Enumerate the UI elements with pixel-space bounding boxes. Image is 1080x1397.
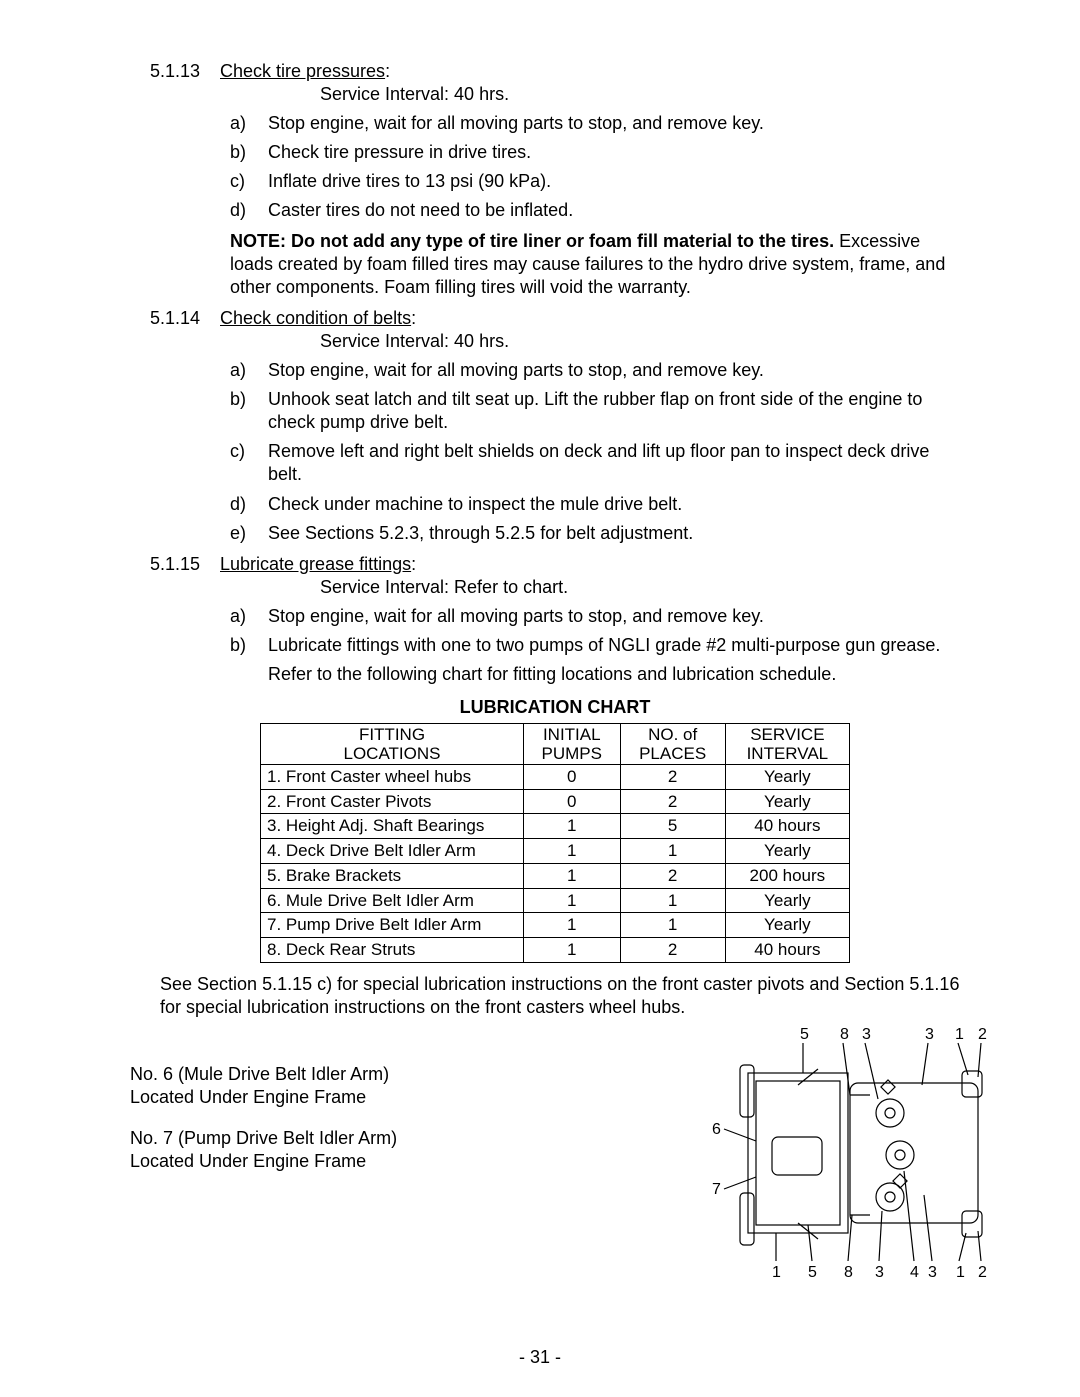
list-item: c) Inflate drive tires to 13 psi (90 kPa… [150, 170, 960, 193]
list-text: Check tire pressure in drive tires. [268, 141, 960, 164]
list-text: See Sections 5.2.3, through 5.2.5 for be… [268, 522, 960, 545]
table-row: 6. Mule Drive Belt Idler Arm11Yearly [261, 888, 850, 913]
section-number: 5.1.15 [150, 553, 220, 576]
dia-bottom-label: 2 [978, 1263, 987, 1283]
section-5-1-13: 5.1.13 Check tire pressures: [150, 60, 960, 83]
table-row: 7. Pump Drive Belt Idler Arm11Yearly [261, 913, 850, 938]
table-body: 1. Front Caster wheel hubs02Yearly 2. Fr… [261, 764, 850, 962]
list-item: a) Stop engine, wait for all moving part… [150, 112, 960, 135]
list-letter: a) [230, 359, 268, 382]
dia-top-label: 8 [840, 1025, 849, 1045]
chart-title: LUBRICATION CHART [150, 696, 960, 719]
dia-left-label-6: 6 [712, 1120, 721, 1140]
section-title: Check condition of belts [220, 308, 411, 328]
dia-bottom-label: 1 [956, 1263, 965, 1283]
table-row: 5. Brake Brackets12200 hours [261, 863, 850, 888]
machine-diagram-svg [700, 1025, 1000, 1285]
list-letter: e) [230, 522, 268, 545]
list-text: Refer to the following chart for fitting… [268, 663, 960, 686]
th-fitting: FITTINGLOCATIONS [261, 723, 524, 764]
dia-bottom-label: 8 [844, 1263, 853, 1283]
dia-top-label: 3 [862, 1025, 871, 1045]
list-letter: d) [230, 199, 268, 222]
list-letter: b) [230, 141, 268, 164]
dia-bottom-label: 4 [910, 1263, 919, 1283]
dia-left-label-7: 7 [712, 1180, 721, 1200]
list-item: e) See Sections 5.2.3, through 5.2.5 for… [150, 522, 960, 545]
dia-top-label: 3 [925, 1025, 934, 1045]
note-6a: No. 6 (Mule Drive Belt Idler Arm) [130, 1064, 389, 1084]
lubrication-table: FITTINGLOCATIONS INITIALPUMPS NO. ofPLAC… [260, 723, 850, 963]
list-text: Lubricate fittings with one to two pumps… [268, 634, 960, 657]
list-text: Check under machine to inspect the mule … [268, 493, 960, 516]
list-text: Stop engine, wait for all moving parts t… [268, 605, 960, 628]
machine-diagram: 5 8 3 3 1 2 6 7 1 5 8 3 4 3 1 2 [700, 1025, 1000, 1285]
note-bold: NOTE: Do not add any type of tire liner … [230, 231, 834, 251]
list-item: b) Unhook seat latch and tilt seat up. L… [150, 388, 960, 434]
note-6b: Located Under Engine Frame [130, 1087, 366, 1107]
section-title: Lubricate grease fittings [220, 554, 411, 574]
dia-bottom-label: 1 [772, 1263, 781, 1283]
list-item: a) Stop engine, wait for all moving part… [150, 359, 960, 382]
list-text: Caster tires do not need to be inflated. [268, 199, 960, 222]
list-item: a) Stop engine, wait for all moving part… [150, 605, 960, 628]
section-5-1-14: 5.1.14 Check condition of belts: [150, 307, 960, 330]
list-letter: c) [230, 170, 268, 193]
section-5-1-15: 5.1.15 Lubricate grease fittings: [150, 553, 960, 576]
list-letter: a) [230, 112, 268, 135]
list-text: Inflate drive tires to 13 psi (90 kPa). [268, 170, 960, 193]
list-letter: c) [230, 440, 268, 486]
list-extra: Refer to the following chart for fitting… [150, 663, 960, 686]
dia-top-label: 2 [978, 1025, 987, 1045]
dia-bottom-label: 5 [808, 1263, 817, 1283]
list-item: d) Check under machine to inspect the mu… [150, 493, 960, 516]
list-item: b) Check tire pressure in drive tires. [150, 141, 960, 164]
table-row: 8. Deck Rear Struts1240 hours [261, 938, 850, 963]
note-block: NOTE: Do not add any type of tire liner … [150, 230, 960, 299]
table-row: 2. Front Caster Pivots02Yearly [261, 789, 850, 814]
service-interval: Service Interval: 40 hrs. [150, 83, 960, 106]
page: 5.1.13 Check tire pressures: Service Int… [0, 0, 1080, 1397]
bottom-notes: No. 6 (Mule Drive Belt Idler Arm) Locate… [130, 1063, 510, 1191]
section-number: 5.1.13 [150, 60, 220, 83]
dia-bottom-label: 3 [928, 1263, 937, 1283]
note-7a: No. 7 (Pump Drive Belt Idler Arm) [130, 1128, 397, 1148]
table-row: 4. Deck Drive Belt Idler Arm11Yearly [261, 839, 850, 864]
list-letter: a) [230, 605, 268, 628]
after-table-note: See Section 5.1.15 c) for special lubric… [150, 973, 960, 1019]
th-interval: SERVICEINTERVAL [725, 723, 849, 764]
bottom-area: No. 6 (Mule Drive Belt Idler Arm) Locate… [150, 1043, 960, 1303]
list-item: b) Lubricate fittings with one to two pu… [150, 634, 960, 657]
list-letter: b) [230, 634, 268, 657]
dia-top-label: 1 [955, 1025, 964, 1045]
service-interval: Service Interval: 40 hrs. [150, 330, 960, 353]
list-text: Stop engine, wait for all moving parts t… [268, 112, 960, 135]
table-row: 1. Front Caster wheel hubs02Yearly [261, 764, 850, 789]
dia-top-label: 5 [800, 1025, 809, 1045]
list-text: Unhook seat latch and tilt seat up. Lift… [268, 388, 960, 434]
note-7b: Located Under Engine Frame [130, 1151, 366, 1171]
section-number: 5.1.14 [150, 307, 220, 330]
list-letter: d) [230, 493, 268, 516]
list-text: Remove left and right belt shields on de… [268, 440, 960, 486]
th-pumps: INITIALPUMPS [524, 723, 621, 764]
list-item: c) Remove left and right belt shields on… [150, 440, 960, 486]
service-interval: Service Interval: Refer to chart. [150, 576, 960, 599]
section-title: Check tire pressures [220, 61, 385, 81]
dia-bottom-label: 3 [875, 1263, 884, 1283]
list-letter: b) [230, 388, 268, 434]
table-row: 3. Height Adj. Shaft Bearings1540 hours [261, 814, 850, 839]
list-text: Stop engine, wait for all moving parts t… [268, 359, 960, 382]
th-places: NO. ofPLACES [620, 723, 725, 764]
page-number: - 31 - [0, 1346, 1080, 1369]
list-item: d) Caster tires do not need to be inflat… [150, 199, 960, 222]
